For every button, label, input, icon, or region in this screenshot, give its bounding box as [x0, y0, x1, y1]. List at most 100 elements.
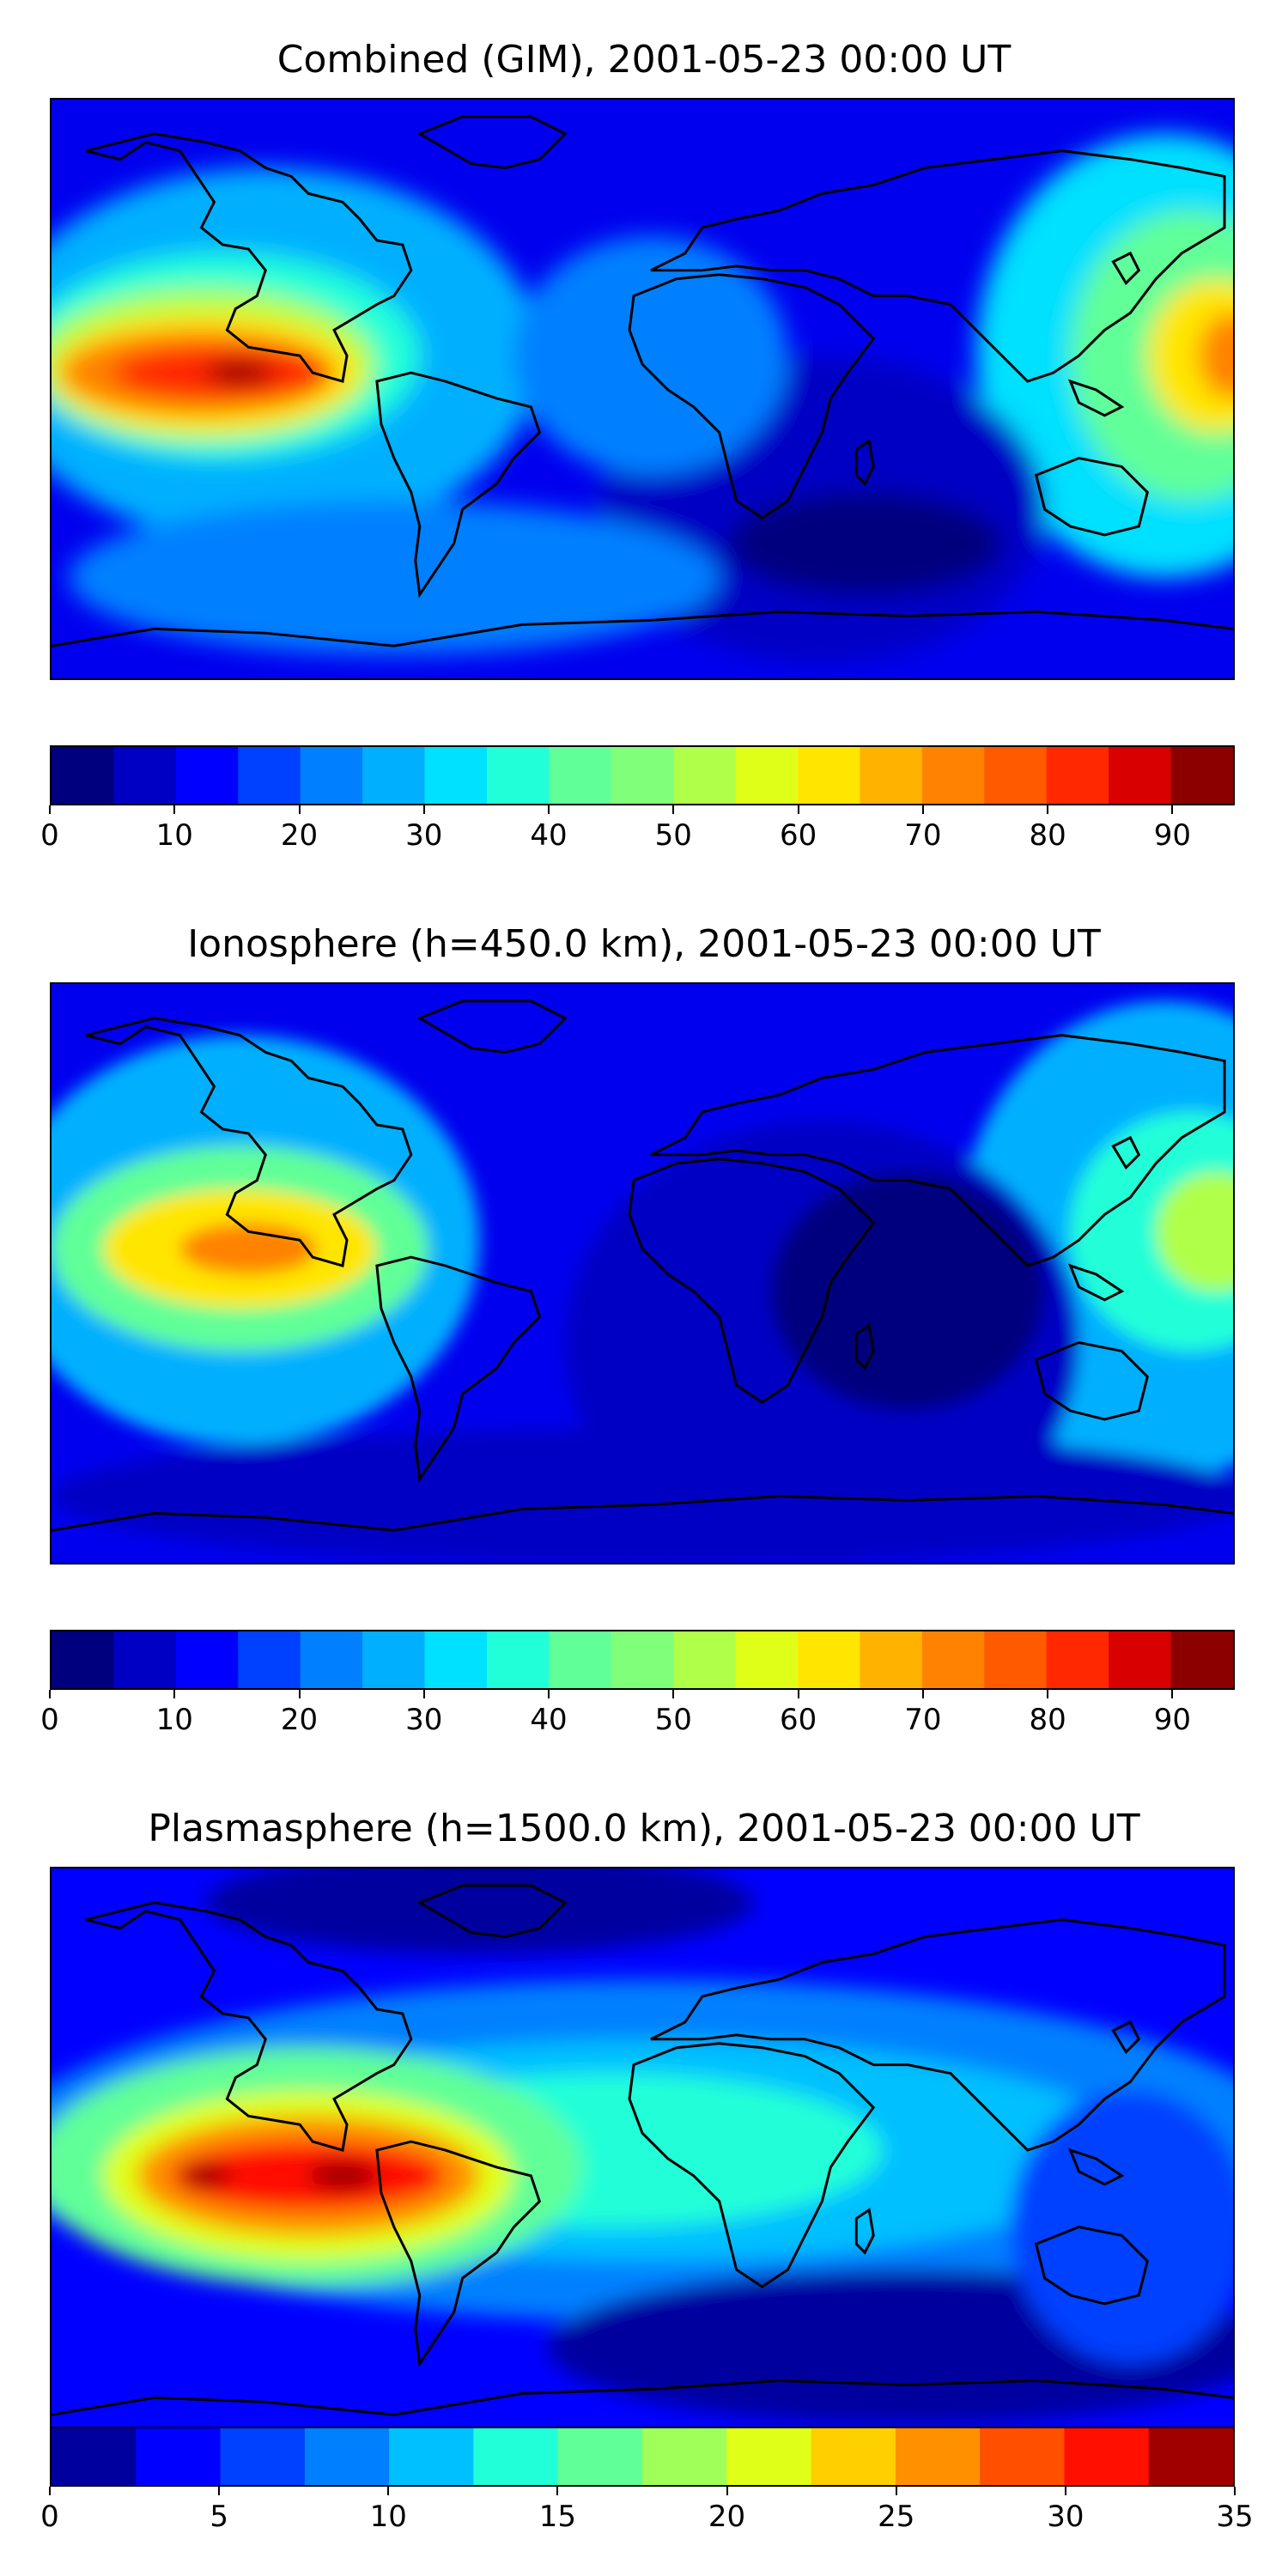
colorbar-swatch [984, 1631, 1048, 1688]
colorbar-swatch [113, 747, 177, 804]
panel-1-contour-field [52, 100, 1233, 678]
colorbar-tick-mark [556, 2487, 559, 2495]
panel-1-colorbar-svg [52, 747, 1233, 804]
colorbar-swatch [860, 1631, 923, 1688]
colorbar-tick-mark [422, 1690, 425, 1698]
colorbar-swatch [611, 747, 674, 804]
panel-2-colorbar [50, 1630, 1235, 1690]
colorbar-tick-mark [218, 2487, 221, 2495]
colorbar-swatch [895, 2428, 981, 2485]
colorbar-tick-label: 70 [904, 1703, 942, 1737]
colorbar-tick-label: 20 [280, 1703, 319, 1737]
colorbar-swatch [921, 1631, 985, 1688]
colorbar-tick-mark [672, 1690, 675, 1698]
colorbar-tick-mark [921, 1690, 924, 1698]
panel-3-contour-field [52, 1868, 1233, 2447]
colorbar-tick-mark [1047, 805, 1049, 814]
colorbar-tick-label: 40 [530, 1703, 568, 1737]
colorbar-swatch [486, 747, 550, 804]
colorbar-tick-mark [548, 1690, 550, 1698]
panel-1-title: Combined (GIM), 2001-05-23 00:00 UT [276, 38, 1012, 82]
colorbar-swatch [642, 2428, 727, 2485]
colorbar-swatch [220, 2428, 306, 2485]
colorbar-swatch [549, 1631, 612, 1688]
colorbar-swatch [611, 1631, 674, 1688]
colorbar-tick-label: 10 [155, 818, 193, 853]
panel-3-colorbar [50, 2427, 1235, 2487]
colorbar-swatch [1148, 2428, 1233, 2485]
colorbar-tick-label: 50 [654, 818, 692, 853]
colorbar-tick-mark [672, 805, 675, 814]
panel-3-title: Plasmasphere (h=1500.0 km), 2001-05-23 0… [148, 1807, 1140, 1850]
colorbar-tick-mark [1064, 2487, 1066, 2495]
colorbar-tick-label: 90 [1153, 818, 1191, 853]
colorbar-swatch [113, 1631, 177, 1688]
colorbar-swatch [557, 2428, 643, 2485]
colorbar-swatch [1109, 1631, 1172, 1688]
panel-1-map-svg [52, 100, 1233, 678]
colorbar-swatch [1064, 2428, 1150, 2485]
panel-3-colorbar-svg [52, 2428, 1233, 2485]
colorbar-tick-label: 60 [779, 1703, 817, 1737]
colorbar-tick-label: 25 [878, 2500, 915, 2534]
colorbar-tick-mark [49, 805, 51, 814]
panel-1-colorbar [50, 745, 1235, 805]
panel-2-colorbar-ticks: 0 10 20 30 40 50 60 70 80 90 [40, 1690, 1235, 1741]
panel-2-colorbar-svg [52, 1631, 1233, 1688]
colorbar-swatch [424, 747, 488, 804]
colorbar-swatch [1046, 1631, 1109, 1688]
colorbar-tick-mark [726, 2487, 728, 2495]
colorbar-swatch [389, 2428, 475, 2485]
colorbar-swatch [673, 1631, 737, 1688]
colorbar-tick-label: 10 [369, 2500, 407, 2534]
colorbar-tick-label: 60 [779, 818, 817, 853]
colorbar-tick-label: 15 [538, 2500, 577, 2534]
colorbar-tick-mark [422, 805, 425, 814]
colorbar-swatch [238, 1631, 301, 1688]
colorbar-swatch [424, 1631, 488, 1688]
panel-3-map-svg [52, 1868, 1233, 2447]
colorbar-swatch [1109, 747, 1172, 804]
colorbar-tick-label: 40 [530, 818, 568, 853]
colorbar-tick-label: 90 [1153, 1703, 1191, 1737]
colorbar-swatch [673, 747, 737, 804]
colorbar-swatch [1170, 1631, 1233, 1688]
colorbar-tick-label: 5 [210, 2500, 228, 2534]
colorbar-tick-label: 10 [155, 1703, 193, 1737]
colorbar-tick-label: 0 [40, 1703, 59, 1737]
colorbar-swatch [238, 747, 301, 804]
colorbar-tick-label: 20 [708, 2500, 746, 2534]
colorbar-tick-mark [797, 805, 799, 814]
colorbar-tick-label: 0 [40, 2500, 59, 2534]
colorbar-swatch [984, 747, 1048, 804]
colorbar-tick-label: 80 [1029, 818, 1066, 853]
colorbar-tick-mark [1171, 805, 1174, 814]
colorbar-swatch [362, 747, 426, 804]
colorbar-swatch [798, 747, 861, 804]
colorbar-tick-mark [895, 2487, 897, 2495]
panel-3-colorbar-ticks: 0 5 10 15 20 25 30 35 [40, 2487, 1254, 2538]
colorbar-tick-label: 80 [1029, 1703, 1066, 1737]
colorbar-swatch [486, 1631, 550, 1688]
colorbar-tick-label: 50 [654, 1703, 692, 1737]
colorbar-tick-label: 30 [405, 818, 443, 853]
colorbar-swatch [304, 2428, 390, 2485]
colorbar-tick-mark [298, 1690, 301, 1698]
colorbar-swatch [300, 747, 363, 804]
colorbar-tick-mark [1234, 2487, 1236, 2495]
colorbar-tick-mark [173, 805, 176, 814]
colorbar-tick-mark [1047, 1690, 1049, 1698]
colorbar-tick-label: 0 [40, 818, 59, 853]
colorbar-tick-mark [548, 805, 550, 814]
colorbar-tick-label: 70 [904, 818, 942, 853]
colorbar-swatch [1170, 747, 1233, 804]
colorbar-swatch [921, 747, 985, 804]
panel-1-map [50, 98, 1235, 680]
colorbar-tick-mark [797, 1690, 799, 1698]
colorbar-swatch [798, 1631, 861, 1688]
colorbar-swatch [136, 2428, 222, 2485]
colorbar-swatch [980, 2428, 1066, 2485]
colorbar-swatch [300, 1631, 363, 1688]
colorbar-swatch [52, 747, 115, 804]
